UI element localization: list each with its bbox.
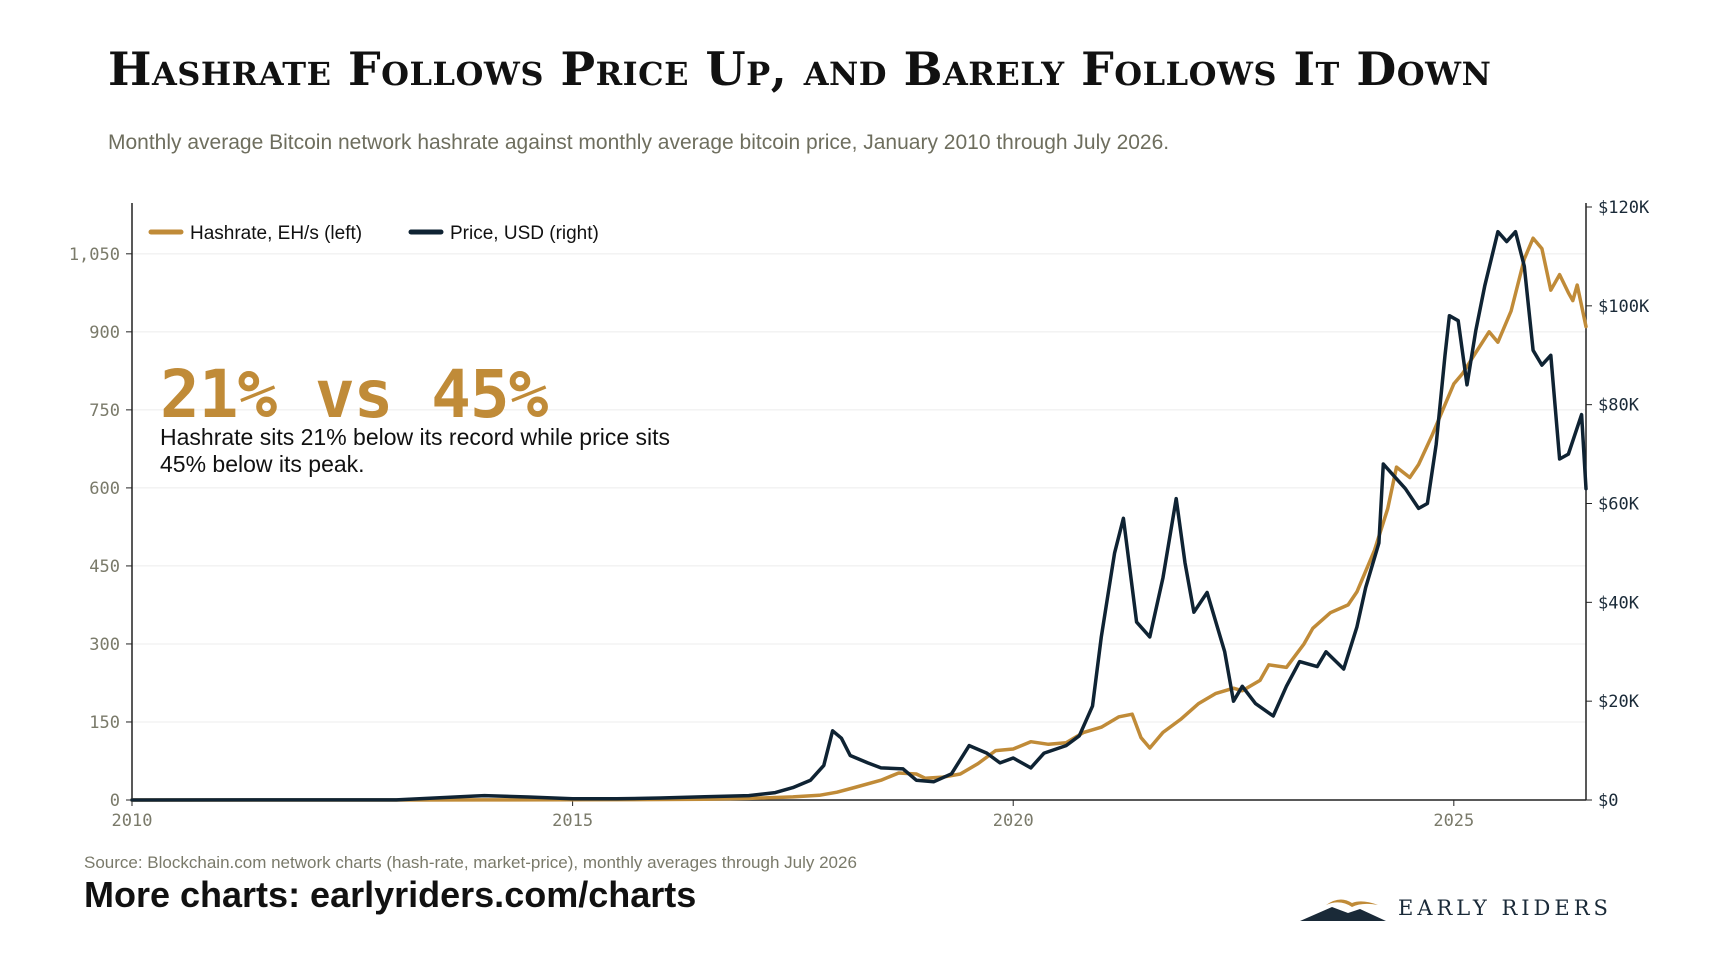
series-layer [130,229,1588,802]
chart-subtitle: Monthly average Bitcoin network hashrate… [108,131,1170,154]
y-right-tick-label: $60K [1598,495,1640,515]
grid-layer [132,253,1586,723]
brand-name: EARLY RIDERS [1398,896,1612,920]
callout-headline: 21% vs 45% [160,356,548,433]
source-note: Source: Blockchain.com network charts (h… [84,853,857,872]
y-right-tick-label: $20K [1598,692,1640,712]
mountain-logo-icon [1300,899,1386,921]
y-left-tick-label: 1,050 [69,245,120,265]
y-left-tick-label: 600 [89,479,120,499]
y-right-tick-label: $120K [1598,198,1650,218]
more-charts-link[interactable]: More charts: earlyriders.com/charts [84,874,697,915]
y-right-tick-label: $80K [1598,396,1640,416]
x-tick-label: 2015 [552,811,593,831]
price-line [130,229,1588,802]
callout-text: Hashrate sits 21% below its record while… [160,424,671,477]
y-left-tick-label: 450 [89,557,120,577]
y-left-tick-label: 750 [89,401,120,421]
chart-title: Hashrate Follows Price Up, and Barely Fo… [108,42,1492,96]
y-right-tick-label: $40K [1598,593,1640,613]
y-left-tick-label: 900 [89,323,120,343]
x-tick-label: 2020 [993,811,1034,831]
y-left-tick-label: 0 [110,791,120,811]
hashrate-line [130,236,1588,802]
y-left-tick-label: 150 [89,713,120,733]
legend-label-hashrate: Hashrate, EH/s (left) [190,223,362,244]
y-left-tick-label: 300 [89,635,120,655]
y-right-tick-label: $100K [1598,297,1650,317]
y-right-tick-label: $0 [1598,791,1618,811]
legend: Hashrate, EH/s (left) Price, USD (right) [148,223,599,244]
x-tick-label: 2010 [112,811,153,831]
brand-logo: EARLY RIDERS [1300,888,1612,928]
legend-label-price: Price, USD (right) [450,223,599,244]
axes-layer: 0 150 300 450 600 750 900 1,050 $0 $20K $40K $60K $8… [69,198,1650,831]
x-tick-label: 2025 [1433,811,1474,831]
